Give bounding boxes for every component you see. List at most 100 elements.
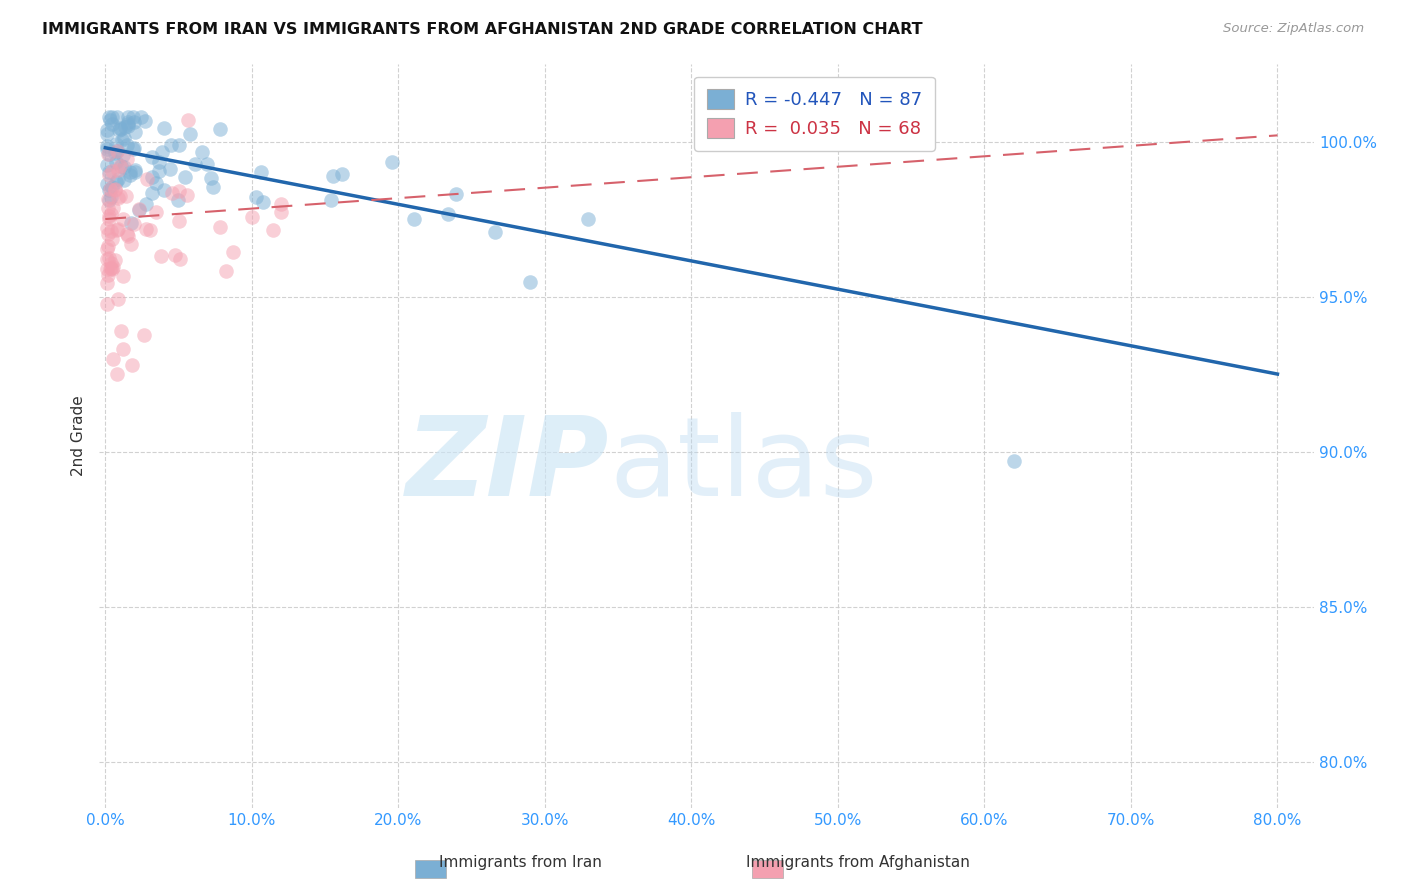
Point: [124, 115, 146, 129]
Point: [96, 221, 118, 235]
Point: [128, 203, 150, 218]
Point: [322, 169, 344, 183]
Point: [110, 189, 132, 203]
Point: [107, 162, 129, 177]
Point: [578, 211, 600, 226]
Point: [108, 121, 131, 136]
Point: [153, 121, 176, 136]
Point: [115, 188, 138, 202]
Point: [120, 237, 142, 252]
Point: [104, 182, 127, 196]
Point: [117, 110, 139, 124]
Point: [110, 160, 132, 174]
Point: [118, 168, 141, 182]
Point: [141, 169, 163, 184]
Point: [98, 261, 121, 276]
Point: [215, 263, 238, 277]
Point: [245, 190, 267, 204]
Point: [96, 252, 118, 267]
Point: [110, 122, 132, 136]
Point: [124, 165, 146, 179]
Point: [104, 252, 127, 267]
Point: [484, 226, 506, 240]
Point: [107, 172, 129, 186]
Point: [101, 260, 124, 275]
Point: [128, 202, 150, 217]
Point: [107, 122, 129, 136]
Point: [120, 216, 142, 230]
Point: [100, 207, 122, 221]
Point: [97, 209, 120, 223]
Point: [153, 183, 176, 197]
Point: [319, 193, 342, 207]
Point: [177, 112, 200, 127]
Text: IMMIGRANTS FROM IRAN VS IMMIGRANTS FROM AFGHANISTAN 2ND GRADE CORRELATION CHART: IMMIGRANTS FROM IRAN VS IMMIGRANTS FROM …: [42, 22, 922, 37]
Point: [135, 197, 157, 211]
Point: [270, 197, 292, 211]
Point: [115, 227, 138, 241]
Point: [97, 238, 120, 252]
Point: [97, 193, 120, 207]
Y-axis label: 2nd Grade: 2nd Grade: [72, 396, 86, 476]
Point: [519, 275, 541, 289]
Point: [222, 244, 245, 259]
Point: [97, 192, 120, 206]
Point: [96, 123, 118, 137]
Point: [184, 157, 207, 171]
Legend: R = -0.447   N = 87, R =  0.035   N = 68: R = -0.447 N = 87, R = 0.035 N = 68: [695, 77, 935, 151]
Point: [97, 147, 120, 161]
Point: [97, 251, 120, 265]
Point: [195, 157, 218, 171]
Point: [159, 161, 181, 176]
Text: ZIP: ZIP: [406, 412, 610, 519]
Point: [100, 117, 122, 131]
Point: [118, 165, 141, 179]
Point: [262, 223, 284, 237]
Point: [111, 133, 134, 147]
Point: [169, 252, 191, 267]
Point: [167, 137, 190, 152]
Text: Source: ZipAtlas.com: Source: ZipAtlas.com: [1223, 22, 1364, 36]
Point: [112, 131, 135, 145]
Point: [97, 268, 120, 282]
Point: [446, 187, 468, 202]
Point: [176, 187, 198, 202]
Point: [111, 343, 134, 357]
Text: Immigrants from Afghanistan: Immigrants from Afghanistan: [745, 855, 970, 870]
Point: [191, 145, 214, 160]
Point: [240, 211, 263, 225]
Point: [105, 137, 128, 152]
Point: [97, 147, 120, 161]
Point: [148, 155, 170, 169]
Point: [98, 211, 121, 226]
Text: atlas: atlas: [610, 412, 879, 519]
Text: Immigrants from Iran: Immigrants from Iran: [439, 855, 602, 870]
Point: [117, 119, 139, 133]
Point: [100, 261, 122, 276]
Point: [117, 152, 139, 166]
Point: [121, 358, 143, 372]
Point: [208, 122, 231, 136]
Point: [101, 202, 124, 216]
Point: [97, 227, 120, 242]
Point: [121, 110, 143, 124]
Point: [96, 177, 118, 191]
Point: [124, 125, 146, 139]
Point: [124, 217, 146, 231]
Point: [100, 190, 122, 204]
Point: [110, 159, 132, 173]
Point: [150, 249, 173, 263]
Point: [100, 256, 122, 270]
Point: [111, 212, 134, 227]
Point: [163, 248, 186, 262]
Point: [132, 328, 155, 343]
Point: [141, 150, 163, 164]
Point: [124, 162, 146, 177]
Point: [159, 137, 181, 152]
Point: [101, 110, 124, 124]
Point: [117, 117, 139, 131]
Point: [167, 193, 190, 207]
Point: [145, 205, 167, 219]
Point: [179, 127, 201, 141]
Point: [96, 242, 118, 256]
